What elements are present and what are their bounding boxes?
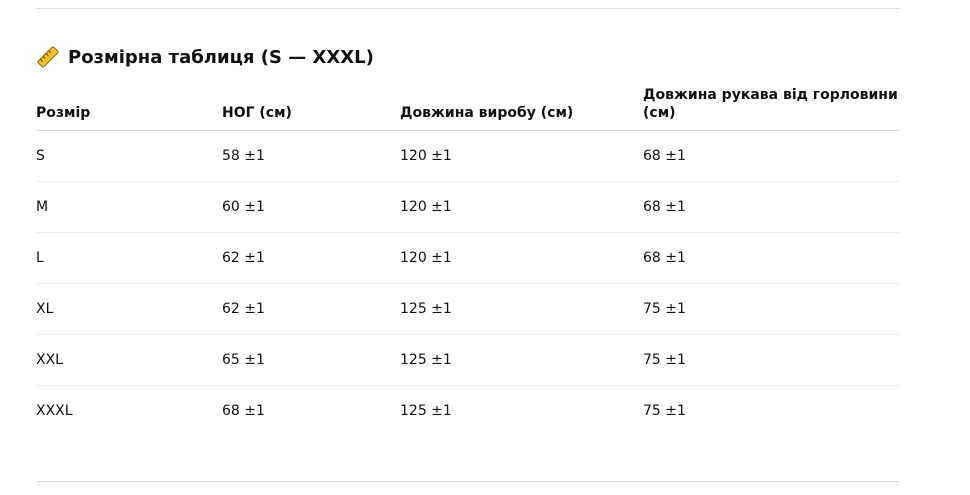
table-cell: 120 ±1	[400, 250, 452, 266]
table-cell: 75 ±1	[643, 403, 686, 419]
table-cell: L	[36, 250, 44, 266]
table-cell: 120 ±1	[400, 148, 452, 164]
table-row: XL 62 ±1 125 ±1 75 ±1	[36, 284, 900, 335]
table-cell: 62 ±1	[222, 301, 265, 317]
table-cell: XXXL	[36, 403, 73, 419]
table-cell: 125 ±1	[400, 352, 452, 368]
divider	[36, 481, 900, 482]
table-cell: 68 ±1	[643, 148, 686, 164]
table-cell: 65 ±1	[222, 352, 265, 368]
column-header: НОГ (см)	[222, 105, 292, 121]
table-cell: 58 ±1	[222, 148, 265, 164]
table-cell: S	[36, 148, 45, 164]
table-row: XXL 65 ±1 125 ±1 75 ±1	[36, 335, 900, 386]
header-row: Розмір НОГ (см) Довжина виробу (см) Довжина…	[36, 84, 900, 131]
table-row: L 62 ±1 120 ±1 68 ±1	[36, 233, 900, 284]
section-title: Розмірна таблиця (S — XXXL)	[36, 44, 374, 70]
table-cell: 125 ±1	[400, 301, 452, 317]
table-cell: 68 ±1	[643, 250, 686, 266]
table-cell: 68 ±1	[643, 199, 686, 215]
table-row: XXXL 68 ±1 125 ±1 75 ±1	[36, 386, 900, 436]
column-header: Довжина виробу (см)	[400, 105, 574, 121]
table-row: S 58 ±1 120 ±1 68 ±1	[36, 131, 900, 182]
table-cell: 75 ±1	[643, 352, 686, 368]
table-cell: M	[36, 199, 49, 215]
table-cell: XXL	[36, 352, 63, 368]
ruler-icon	[37, 46, 59, 68]
size-table: Розмір НОГ (см) Довжина виробу (см) Довжина…	[36, 84, 900, 436]
table-cell: 125 ±1	[400, 403, 452, 419]
table-cell: 60 ±1	[222, 199, 265, 215]
table-cell: 75 ±1	[643, 301, 686, 317]
table-cell: 120 ±1	[400, 199, 452, 215]
column-header: Розмір	[36, 105, 91, 121]
column-header: Довжина рукава від горловини (см)	[643, 87, 898, 121]
table-cell: 62 ±1	[222, 250, 265, 266]
title-text: Розмірна таблиця (S — XXXL)	[68, 46, 374, 68]
table-cell: XL	[36, 301, 54, 317]
table-row: M 60 ±1 120 ±1 68 ±1	[36, 182, 900, 233]
divider	[36, 8, 900, 9]
table-cell: 68 ±1	[222, 403, 265, 419]
